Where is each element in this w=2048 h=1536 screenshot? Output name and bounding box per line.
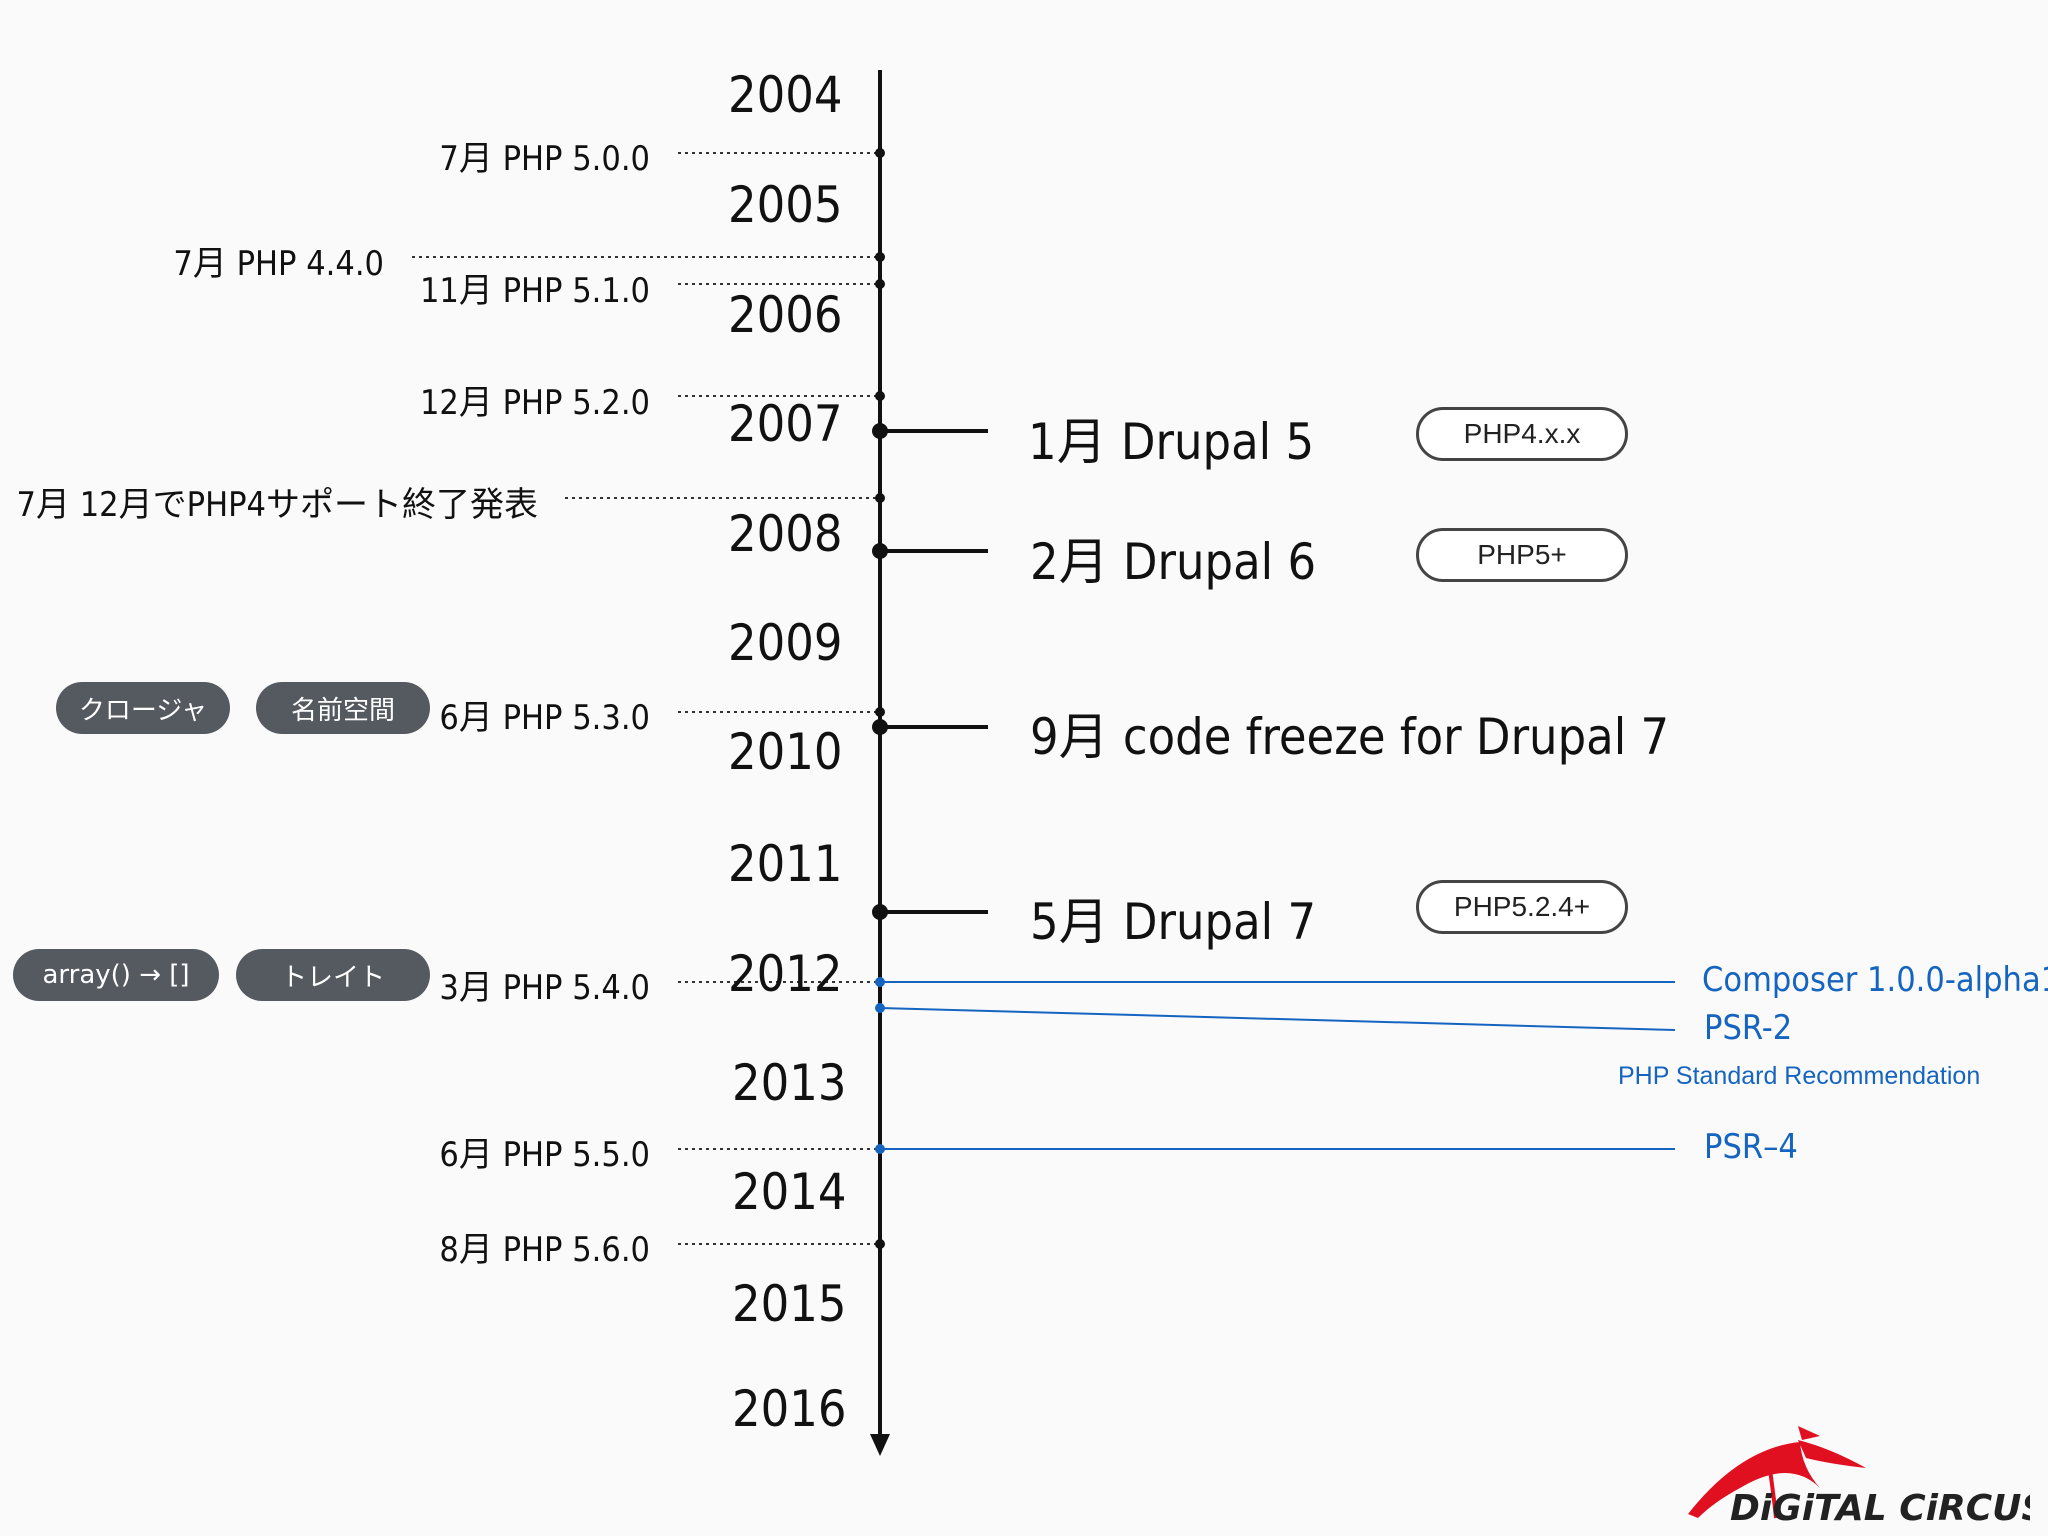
year-label: 2004 — [728, 66, 843, 124]
marker-php530 — [875, 707, 885, 717]
php-event-label: 6月 PHP 5.3.0 — [439, 698, 650, 738]
drupal-event-label: 1月 Drupal 5 — [1028, 413, 1315, 471]
php-event-label: 7月 12月でPHP4サポート終了発表 — [16, 485, 538, 525]
marker-php510 — [875, 279, 885, 289]
marker-drupal6 — [872, 543, 888, 559]
php-event-label: 11月 PHP 5.1.0 — [419, 271, 650, 311]
php-event-label: 7月 PHP 4.4.0 — [173, 244, 384, 284]
year-label: 2007 — [728, 395, 843, 453]
marker-drupal5 — [872, 423, 888, 439]
marker-php4-eol — [875, 493, 885, 503]
digital-circus-logo: DiGiTAL CiRCUS — [1688, 1426, 2030, 1528]
feature-tag-traits: トレイト — [236, 949, 430, 1001]
timeline-arrowhead — [870, 1434, 890, 1456]
year-label: 2005 — [728, 176, 843, 234]
feature-tag-short-array: array() → [] — [13, 949, 219, 1001]
php-requirement-badge: PHP5+ — [1416, 528, 1628, 582]
psr2-subtitle: PHP Standard Recommendation — [1618, 1062, 1981, 1090]
drupal-event-label: 9月 code freeze for Drupal 7 — [1030, 708, 1670, 766]
marker-drupal7-freeze — [872, 719, 888, 735]
year-label: 2015 — [732, 1275, 847, 1333]
php-event-label: 12月 PHP 5.2.0 — [419, 383, 650, 423]
year-label: 2011 — [728, 835, 843, 893]
marker-php520 — [875, 391, 885, 401]
marker-php560 — [875, 1239, 885, 1249]
drupal-event-label: 5月 Drupal 7 — [1030, 893, 1317, 951]
php-event-label: 3月 PHP 5.4.0 — [439, 968, 650, 1008]
drupal-event-label: 2月 Drupal 6 — [1030, 533, 1317, 591]
psr2-label: PSR-2 — [1704, 1008, 1793, 1048]
marker-php500 — [875, 148, 885, 158]
composer-label: Composer 1.0.0-alpha1 — [1702, 960, 2048, 1000]
year-label: 2012 — [728, 945, 843, 1003]
year-label: 2009 — [728, 614, 843, 672]
year-label: 2010 — [728, 723, 843, 781]
year-label: 2008 — [728, 505, 843, 563]
marker-psr4 — [875, 1144, 885, 1154]
marker-php440 — [875, 252, 885, 262]
php-requirement-badge: PHP5.2.4+ — [1416, 880, 1628, 934]
php-event-label: 7月 PHP 5.0.0 — [439, 139, 650, 179]
logo-text: DiGiTAL CiRCUS — [1730, 1488, 2030, 1528]
feature-tag-namespace: 名前空間 — [256, 682, 430, 734]
year-label: 2013 — [732, 1054, 847, 1112]
marker-composer — [875, 977, 885, 987]
php-requirement-badge: PHP4.x.x — [1416, 407, 1628, 461]
psr4-label: PSR–4 — [1704, 1127, 1798, 1167]
year-label: 2006 — [728, 286, 843, 344]
marker-psr2 — [875, 1003, 885, 1013]
connector-psr2 — [879, 1007, 1676, 1031]
php-event-label: 8月 PHP 5.6.0 — [439, 1230, 650, 1270]
php-event-label: 6月 PHP 5.5.0 — [439, 1135, 650, 1175]
year-label: 2014 — [732, 1163, 847, 1221]
feature-tag-closure: クロージャ — [56, 682, 230, 734]
year-label: 2016 — [732, 1380, 847, 1438]
marker-drupal7 — [872, 904, 888, 920]
